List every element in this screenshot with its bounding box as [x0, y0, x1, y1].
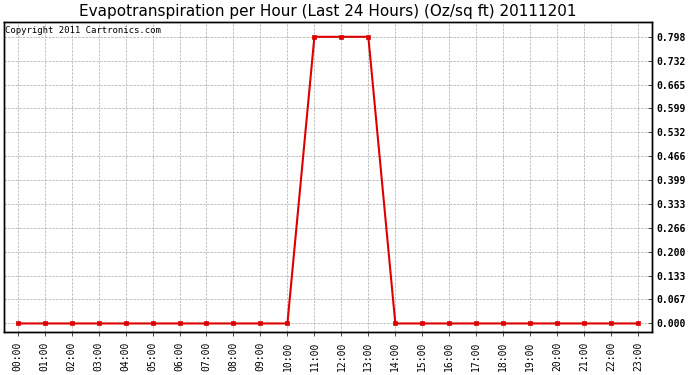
Text: Copyright 2011 Cartronics.com: Copyright 2011 Cartronics.com: [6, 26, 161, 35]
Title: Evapotranspiration per Hour (Last 24 Hours) (Oz/sq ft) 20111201: Evapotranspiration per Hour (Last 24 Hou…: [79, 4, 577, 19]
